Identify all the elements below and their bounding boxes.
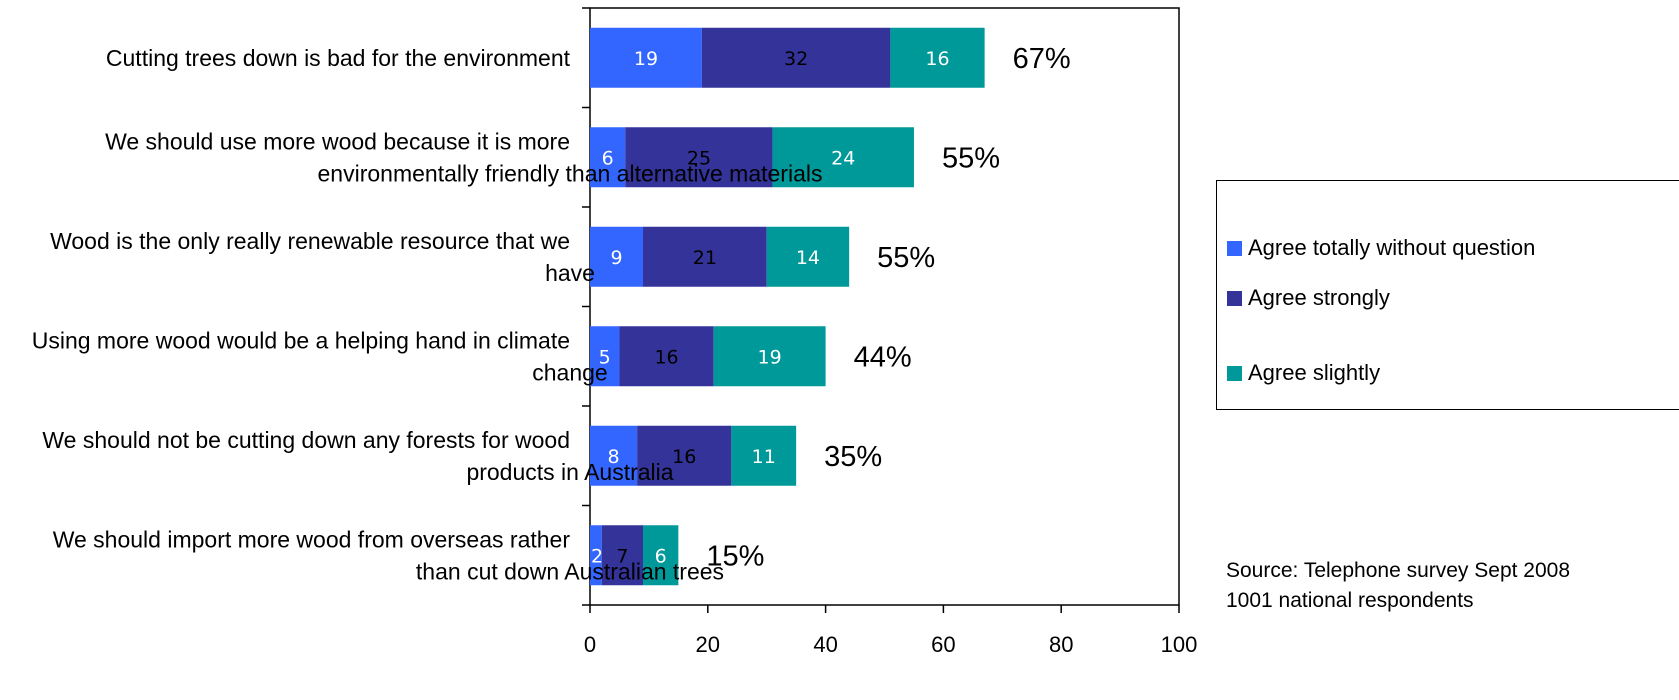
- x-tick-label: 60: [931, 632, 955, 657]
- segment-value-label: 7: [616, 545, 628, 567]
- segment-value-label: 9: [610, 247, 622, 269]
- bar-segment: [731, 425, 797, 486]
- legend-item-agree-strongly: Agree strongly: [1227, 285, 1390, 311]
- plot-area: [589, 7, 1180, 606]
- category-label: We should not be cutting down any forest…: [42, 427, 673, 485]
- category-label-line: We should use more wood because it is mo…: [105, 128, 570, 154]
- segment-value-label: 16: [925, 48, 949, 70]
- x-tick-label: 0: [584, 632, 596, 657]
- total-label: 67%: [1013, 43, 1071, 75]
- bars-layer: [590, 27, 985, 586]
- bar-segment: [590, 27, 702, 88]
- segment-value-label: 25: [687, 147, 711, 169]
- segment-value-label: 2: [591, 545, 603, 567]
- segment-value-label: 24: [831, 147, 855, 169]
- bar-segment: [590, 425, 638, 486]
- total-label: 55%: [877, 242, 935, 274]
- legend-swatch-agree-totally: [1227, 240, 1242, 256]
- total-label: 15%: [706, 540, 764, 572]
- legend-swatch-agree-slightly: [1227, 365, 1242, 381]
- category-label-line: environmentally friendly than alternativ…: [318, 160, 823, 186]
- category-label: Wood is the only really renewable resour…: [50, 228, 595, 286]
- bar-segment: [619, 326, 714, 387]
- bar-segment: [766, 226, 850, 287]
- category-label-line: We should import more wood from overseas…: [53, 526, 571, 552]
- segment-value-label: 6: [602, 147, 614, 169]
- x-tick-label: 80: [1049, 632, 1073, 657]
- category-label: Using more wood would be a helping hand …: [32, 327, 608, 385]
- segment-value-label: 16: [672, 446, 696, 468]
- category-label: We should import more wood from overseas…: [53, 526, 724, 584]
- category-label-line: than cut down Australian trees: [416, 558, 724, 584]
- total-label: 44%: [854, 341, 912, 373]
- segment-value-label: 5: [599, 346, 611, 368]
- legend-label-agree-slightly: Agree slightly: [1248, 360, 1381, 385]
- segment-value-label: 11: [752, 446, 776, 468]
- bar-segment: [625, 127, 773, 188]
- bar-segment: [601, 525, 644, 586]
- x-tick-label: 100: [1161, 632, 1198, 657]
- segment-value-label: 14: [796, 247, 820, 269]
- legend: Agree totally without question Agree str…: [1216, 180, 1679, 410]
- category-label-line: have: [545, 260, 595, 286]
- bar-segment: [637, 425, 732, 486]
- labels-layer: Cutting trees down is bad for the enviro…: [32, 43, 1071, 585]
- category-label-line: We should not be cutting down any forest…: [42, 427, 570, 453]
- legend-swatch-agree-strongly: [1227, 290, 1242, 306]
- legend-label-agree-strongly: Agree strongly: [1248, 285, 1390, 310]
- legend-item-agree-slightly: Agree slightly: [1227, 360, 1380, 386]
- source-note: Source: Telephone survey Sept 2008 1001 …: [1226, 559, 1571, 612]
- category-label-line: Cutting trees down is bad for the enviro…: [106, 45, 571, 71]
- segment-value-label: 32: [784, 48, 808, 70]
- x-tick-label: 20: [696, 632, 720, 657]
- bar-segment: [590, 226, 644, 287]
- bar-segment: [590, 127, 626, 188]
- segment-value-label: 8: [608, 446, 620, 468]
- bar-segment: [713, 326, 826, 387]
- bar-segment: [590, 326, 620, 387]
- category-label-line: Wood is the only really renewable resour…: [50, 228, 570, 254]
- total-label: 55%: [942, 142, 1000, 174]
- segment-value-label: 21: [693, 247, 717, 269]
- category-label: We should use more wood because it is mo…: [105, 128, 822, 186]
- legend-label-agree-totally: Agree totally without question: [1248, 235, 1536, 260]
- segment-value-label: 19: [758, 346, 782, 368]
- total-label: 35%: [824, 441, 882, 473]
- category-label: Cutting trees down is bad for the enviro…: [106, 45, 571, 71]
- legend-item-agree-totally: Agree totally without question: [1227, 235, 1535, 261]
- bar-segment: [643, 226, 767, 287]
- bar-segment: [643, 525, 679, 586]
- bar-segment: [590, 525, 602, 586]
- axis-layer: 0 20 40 60 80 100: [582, 7, 1198, 657]
- segment-value-label: 19: [634, 48, 658, 70]
- x-tick-label: 40: [813, 632, 837, 657]
- bar-segment: [890, 27, 985, 88]
- segment-value-label: 16: [654, 346, 678, 368]
- category-label-line: products in Australia: [466, 459, 673, 485]
- bar-segment: [701, 27, 891, 88]
- segment-value-label: 6: [655, 545, 667, 567]
- category-label-line: Using more wood would be a helping hand …: [32, 327, 570, 353]
- bar-segment: [772, 127, 914, 188]
- category-label-line: change: [532, 359, 607, 385]
